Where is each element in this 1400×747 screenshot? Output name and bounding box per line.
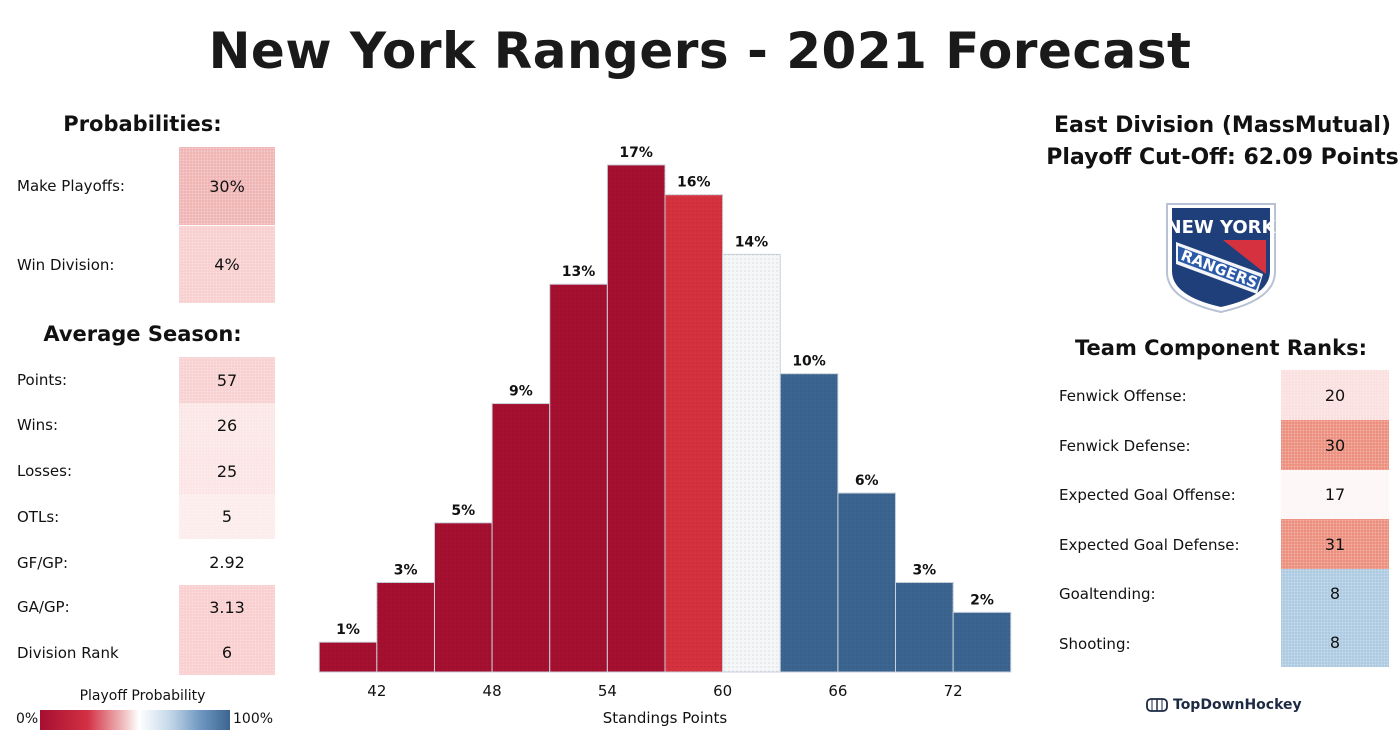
bar-texture-9 [837,493,896,672]
playoff-cutoff: Playoff Cut-Off: 62.09 Points [1046,145,1399,170]
bar-label-10: 3% [912,563,936,579]
x-tick-label-3: 60 [713,682,732,700]
xg-defense-value: 31 [1281,519,1389,569]
x-axis-ticks: 42 48 54 60 66 72 [367,682,962,700]
goaltending-label: Goaltending: [1059,585,1156,603]
legend-color-bar [40,710,230,730]
bar-label-8: 10% [792,354,826,370]
probabilities-heading: Probabilities: [63,112,222,136]
win-division-value: 4% [179,226,275,303]
bar-texture-2 [434,522,493,672]
bar-label-6: 16% [677,175,711,191]
bar-texture-6 [665,194,723,672]
bar-texture-1 [376,582,435,672]
gf-gp-label: GF/GP: [17,554,69,572]
x-tick-label-0: 42 [367,682,386,700]
xg-offense-label: Expected Goal Offense: [1059,486,1236,504]
ga-gp-value: 3.13 [179,585,275,630]
brand-credit: TopDownHockey [1146,697,1302,713]
x-tick-label-5: 72 [944,682,963,700]
standings-points-histogram: 1% 3% 5% 9% 13% 17% 16% 14% 10% 6% 3% 2% 42 48 54 60 66… [318,145,1012,700]
topdownhockey-rink-icon [1146,698,1168,712]
bar-texture-0 [319,642,377,672]
gf-gp-value: 2.92 [179,540,275,585]
bar-texture-4 [549,284,608,672]
make-playoffs-label: Make Playoffs: [17,177,125,195]
ga-gp-label: GA/GP: [17,598,70,616]
bar-label-9: 6% [855,473,879,489]
division-name: East Division (MassMutual) [1053,113,1392,138]
shooting-label: Shooting: [1059,635,1131,653]
losses-label: Losses: [17,462,72,480]
x-tick-label-2: 54 [598,682,617,700]
average-season-heading: Average Season: [43,322,242,346]
fenwick-defense-label: Fenwick Defense: [1059,437,1191,455]
bar-label-3: 9% [509,384,533,400]
legend-title: Playoff Probability [79,688,206,704]
bar-label-7: 14% [735,234,769,250]
legend-max-label: 100% [233,711,274,727]
xg-defense-label: Expected Goal Defense: [1059,536,1240,554]
shooting-value: 8 [1281,618,1389,667]
x-tick-label-4: 66 [828,682,847,700]
logo-line1: NEW YORK [1167,217,1277,238]
win-division-label: Win Division: [17,256,115,274]
bar-texture-7 [722,254,781,672]
xg-offense-value: 17 [1281,470,1389,519]
bar-label-5: 17% [619,145,653,161]
fenwick-defense-value: 30 [1281,420,1389,470]
bar-texture-11 [953,612,1011,672]
bar-label-11: 2% [970,592,994,608]
otls-label: OTLs: [17,508,60,526]
wins-label: Wins: [17,416,59,434]
bar-label-1: 3% [394,563,418,579]
bar-texture-3 [492,403,550,672]
bar-texture-10 [895,582,954,672]
fenwick-offense-value: 20 [1281,370,1389,420]
division-rank-label: Division Rank [17,644,119,662]
rangers-shield-logo-icon: NEW YORK RANGERS [1166,203,1277,314]
bar-texture-8 [780,373,838,672]
otls-value: 5 [179,494,275,539]
fenwick-offense-label: Fenwick Offense: [1059,387,1187,405]
bar-texture-5 [607,164,665,672]
bar-label-2: 5% [451,503,475,519]
brand-name: TopDownHockey [1173,697,1302,713]
losses-value: 25 [179,448,275,494]
x-tick-label-1: 48 [483,682,502,700]
goaltending-value: 8 [1281,569,1389,618]
points-label: Points: [17,371,68,389]
wins-value: 26 [179,403,275,448]
division-rank-value: 6 [179,630,275,675]
bar-label-0: 1% [336,622,360,638]
page-title: New York Rangers - 2021 Forecast [208,22,1192,80]
component-ranks-heading: Team Component Ranks: [1075,336,1367,360]
legend-min-label: 0% [16,711,39,727]
x-axis-title: Standings Points [602,709,728,727]
bar-label-4: 13% [562,264,596,280]
bars-group: 1% 3% 5% 9% 13% 17% 16% 14% 10% 6% 3% 2% [318,145,1012,673]
points-value: 57 [179,357,275,403]
make-playoffs-value: 30% [179,147,275,225]
